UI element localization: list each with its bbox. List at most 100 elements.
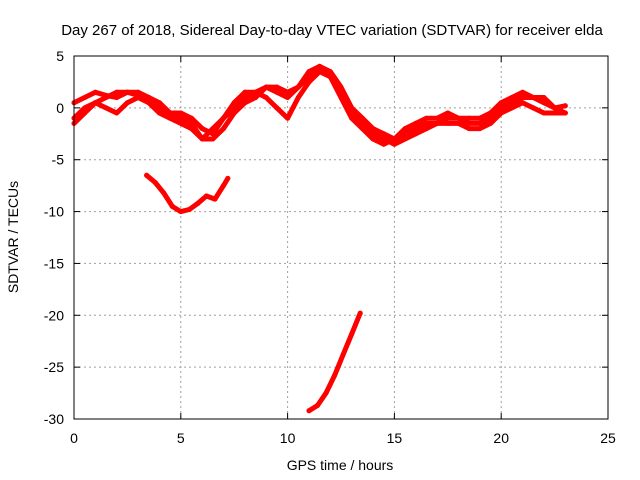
data-point — [263, 95, 269, 100]
data-point — [509, 105, 515, 111]
x-tick-label: 10 — [280, 430, 296, 446]
data-point — [210, 136, 216, 142]
data-point — [349, 331, 355, 337]
tick-layer: 0 5 10 15 20 25 5 0 -5 -10 -15 -20 -25 -30 — [44, 48, 616, 446]
data-point — [199, 126, 205, 132]
data-point — [306, 79, 312, 85]
data-point — [178, 115, 184, 121]
data-point — [477, 126, 483, 132]
data-point — [189, 120, 194, 126]
data-point — [242, 89, 248, 95]
data-point — [253, 95, 259, 100]
data-point — [541, 110, 547, 116]
data-point — [178, 110, 184, 116]
data-point — [285, 115, 291, 121]
plot-frame — [73, 55, 609, 420]
data-point — [509, 95, 515, 100]
data-point — [423, 126, 429, 132]
data-point — [520, 95, 526, 100]
y-tick-label: 5 — [56, 48, 64, 64]
data-point — [156, 110, 162, 116]
data-point — [274, 105, 280, 111]
data-point — [541, 95, 547, 100]
data-point — [456, 115, 461, 121]
data-point — [477, 115, 483, 121]
data-point — [225, 175, 231, 181]
data-point — [103, 95, 109, 100]
data-point — [552, 105, 558, 111]
data-point — [357, 310, 363, 316]
data-point — [349, 115, 355, 121]
data-point — [466, 115, 472, 121]
data-point — [210, 126, 216, 132]
data-point — [332, 372, 338, 378]
data-point — [221, 183, 226, 189]
data-point — [212, 196, 218, 202]
y-tick-label: -5 — [52, 152, 65, 168]
data-point — [274, 89, 280, 95]
data-point — [82, 105, 88, 111]
series-track-c — [71, 63, 568, 147]
x-tick-label: 20 — [493, 430, 509, 446]
data-point — [413, 126, 419, 132]
data-point — [285, 89, 291, 95]
data-point — [82, 95, 88, 100]
data-point — [381, 131, 387, 137]
data-point — [530, 95, 536, 100]
data-point — [520, 100, 526, 106]
data-point — [317, 63, 323, 69]
data-point — [295, 84, 301, 90]
data-point — [263, 84, 269, 90]
data-point — [295, 95, 301, 100]
data-point — [92, 100, 98, 106]
data-point — [221, 115, 226, 121]
data-point — [146, 100, 152, 106]
data-point — [167, 110, 173, 116]
data-point — [466, 126, 472, 132]
data-point — [530, 105, 536, 111]
data-point — [178, 120, 184, 126]
data-point — [391, 141, 397, 147]
data-point — [306, 408, 312, 414]
data-point — [135, 95, 141, 100]
x-tick-label: 25 — [600, 430, 616, 446]
data-point — [509, 100, 515, 106]
data-point — [306, 69, 312, 75]
data-point — [231, 110, 237, 116]
data-point — [195, 200, 201, 206]
data-point — [498, 100, 504, 106]
x-tick-label: 0 — [70, 430, 78, 446]
data-point — [124, 100, 130, 106]
data-point — [124, 89, 130, 95]
data-point — [413, 120, 419, 126]
data-point — [370, 136, 376, 142]
data-point — [456, 120, 461, 126]
data-point — [327, 74, 333, 80]
data-point — [144, 172, 150, 178]
data-point — [423, 115, 429, 121]
data-point — [285, 95, 291, 100]
series-track-e — [306, 310, 363, 414]
y-tick-label: -15 — [44, 255, 64, 271]
data-point — [466, 120, 472, 126]
data-point — [562, 103, 568, 109]
data-point — [135, 89, 141, 95]
data-point — [186, 207, 192, 212]
data-point — [323, 390, 329, 396]
data-point — [315, 403, 320, 408]
data-point — [92, 89, 98, 95]
y-tick-label: 0 — [56, 100, 64, 116]
data-point — [423, 120, 429, 126]
data-point — [413, 131, 419, 137]
data-point — [156, 100, 162, 106]
data-point — [169, 203, 175, 209]
data-point — [402, 126, 408, 132]
data-point — [402, 136, 408, 142]
data-point — [562, 110, 568, 116]
data-point — [199, 136, 205, 142]
data-point — [520, 89, 526, 95]
data-point — [221, 126, 226, 132]
data-point — [445, 120, 451, 126]
data-point — [274, 84, 280, 90]
